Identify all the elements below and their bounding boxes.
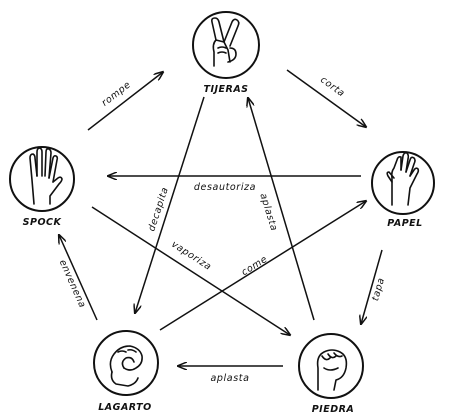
node-tijeras: TIJERAS	[192, 11, 260, 95]
edge-lagarto-spock: envenena	[57, 235, 98, 321]
node-piedra: PIEDRA	[298, 333, 364, 415]
edge-label-decapita: decapita	[146, 186, 171, 233]
node-spock: SPOCK	[9, 146, 75, 228]
edge-label-vaporiza: vaporiza	[169, 239, 213, 273]
edge-papel-spock: desautoriza	[108, 176, 361, 193]
paper-hand-icon	[386, 152, 420, 206]
node-label-spock: SPOCK	[23, 217, 62, 228]
edge-label-aplasta-bottom: aplasta	[210, 373, 249, 384]
edge-label-desautoriza: desautoriza	[194, 182, 256, 193]
scissors-hand-icon	[211, 17, 240, 67]
lizard-hand-icon	[109, 345, 143, 387]
edge-lagarto-papel: come	[159, 201, 366, 331]
edge-label-come: come	[240, 254, 270, 278]
rock-fist-icon	[316, 349, 348, 391]
edge-spock-piedra: vaporiza	[91, 206, 290, 335]
vulcan-salute-icon	[29, 147, 63, 205]
node-label-lagarto: LAGARTO	[98, 402, 152, 413]
edge-label-tapa: tapa	[370, 276, 387, 302]
edge-tijeras-lagarto: decapita	[135, 96, 205, 313]
node-label-tijeras: TIJERAS	[203, 84, 248, 95]
node-papel: PAPEL	[371, 151, 435, 229]
edge-piedra-tijeras: aplasta	[248, 98, 315, 321]
edge-label-rompe: rompe	[100, 79, 133, 109]
node-label-papel: PAPEL	[387, 218, 422, 229]
edge-piedra-lagarto: aplasta	[178, 366, 283, 384]
edge-spock-tijeras: rompe	[87, 72, 163, 131]
node-lagarto: LAGARTO	[93, 330, 159, 413]
node-label-piedra: PIEDRA	[312, 404, 355, 415]
edge-label-aplasta-diagonal: aplasta	[257, 192, 279, 233]
edge-tijeras-papel: corta	[286, 69, 366, 127]
edge-papel-piedra: tapa	[361, 249, 387, 324]
